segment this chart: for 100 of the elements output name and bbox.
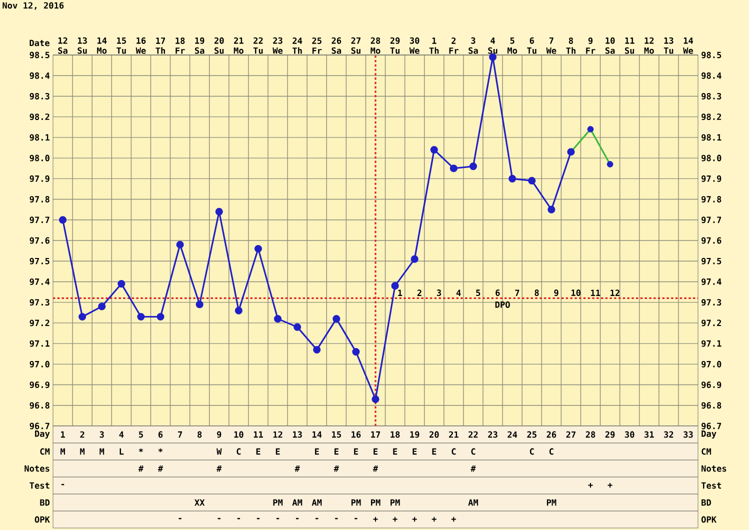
x-tick-label: 13 Tu [664, 37, 674, 54]
text: 23 [488, 431, 498, 438]
y-tick-label: 97.0 [30, 360, 50, 368]
text: C [549, 448, 554, 455]
point [450, 164, 458, 172]
text: C [471, 448, 476, 455]
text: AM [292, 499, 302, 506]
annotation: 9 [554, 290, 558, 296]
y-tick-label: 97.5 [30, 258, 50, 264]
y-tick-label: 98.1 [30, 134, 50, 141]
text: C [452, 448, 456, 455]
y-tick-label: 97.1 [30, 340, 50, 347]
y-tick-label: 98.0 [30, 154, 50, 162]
text: # [372, 465, 378, 472]
annotation: 2 [417, 290, 422, 296]
text: + [608, 483, 612, 488]
text: 3 [100, 431, 104, 438]
y-tick-label: 97.2 [30, 320, 50, 326]
text: - [316, 518, 318, 520]
text: E [432, 448, 436, 455]
x-tick-label: 10 Sa [605, 37, 615, 54]
y-tick-label: OPK [34, 516, 50, 523]
y-tick-label: CM [40, 448, 50, 455]
x-tick-label: 8 Th [566, 37, 576, 54]
text: - [354, 518, 358, 520]
point [372, 395, 380, 403]
y-tick-label: 97.8 [30, 196, 50, 203]
text: 6 [158, 431, 163, 438]
x-tick-label: 6 Tu [527, 37, 536, 54]
y2-tick-label: 97.6 [702, 237, 722, 244]
point [58, 216, 67, 224]
x-tick-label: 25 Fr [312, 37, 322, 54]
annotation: 7 [515, 290, 520, 296]
y2-tick-label: Day [702, 430, 716, 439]
point [567, 148, 575, 156]
y2-tick-label: 97.7 [702, 216, 722, 224]
y2-tick-label: 97.8 [702, 196, 722, 203]
text: + [588, 483, 593, 488]
text: 31 [644, 431, 654, 438]
x-tick-label: 9 Fr [586, 38, 596, 54]
text: - [218, 518, 220, 520]
y-tick-label: 96.9 [30, 382, 50, 388]
text: E [412, 448, 417, 455]
text: - [276, 518, 280, 520]
text: 33 [684, 431, 693, 438]
y-tick-label: 98.3 [30, 92, 50, 100]
annotation: 1 [398, 290, 402, 296]
point [508, 174, 516, 182]
point [137, 312, 145, 321]
y2-tick-label: 97.0 [702, 360, 722, 368]
y-tick-label: 96.8 [30, 402, 50, 409]
y2-tick-label: OPK [701, 516, 717, 523]
text: 5 [138, 431, 143, 438]
text: E [276, 448, 280, 455]
x-tick-label: 24 Th [292, 37, 302, 54]
x-tick-label: 21 Mo [234, 37, 244, 54]
text: XX [194, 499, 205, 506]
y-tick-label: 97.7 [30, 216, 50, 224]
point [254, 244, 262, 253]
x-tick-label: 20 Su [214, 37, 224, 54]
text: 15 [332, 431, 341, 438]
text: 8 [198, 431, 202, 438]
text: 25 [527, 431, 536, 438]
text: 14 [312, 431, 322, 438]
text: 9 [217, 431, 222, 438]
x-tick-label: 15 Tu [116, 37, 126, 54]
point [528, 176, 536, 185]
y2-tick-label: BD [702, 499, 711, 506]
text: 2 [80, 431, 84, 438]
y-tick-label: 96.7 [30, 422, 50, 430]
x-axis-title: Date [30, 40, 50, 46]
point [469, 162, 478, 170]
y-tick-label: 97.9 [30, 175, 50, 182]
y-tick-label: 97.4 [30, 278, 50, 285]
x-tick-label: 7 We [546, 37, 556, 54]
text: E [314, 448, 319, 455]
text: PM [273, 499, 283, 506]
y-tick-label: 97.3 [30, 299, 50, 306]
text: 24 [508, 431, 518, 438]
text: + [451, 517, 456, 522]
x-tick-label: 30 We [409, 37, 420, 54]
text: 21 [449, 431, 458, 438]
y2-tick-label: 97.4 [702, 278, 722, 285]
text: - [335, 518, 338, 520]
y-tick-label: Day [35, 430, 50, 439]
y2-tick-label: 97.3 [702, 299, 722, 306]
text: - [237, 518, 240, 520]
y2-tick-label: Test [701, 482, 722, 489]
y2-tick-label: 98.3 [702, 92, 722, 100]
y-tick-label: Test [30, 482, 50, 489]
x-tick-label: 14 We [683, 37, 694, 54]
y2-tick-label: 98.4 [702, 72, 722, 79]
point [313, 346, 321, 354]
point [332, 315, 340, 323]
text: + [392, 517, 398, 522]
x-tick-label: 5 Mo [508, 37, 518, 54]
annotation: DPO [495, 301, 510, 308]
text: 1 [60, 431, 65, 438]
y-tick-label: 98.2 [30, 114, 50, 120]
annotation: 11 [591, 290, 600, 296]
